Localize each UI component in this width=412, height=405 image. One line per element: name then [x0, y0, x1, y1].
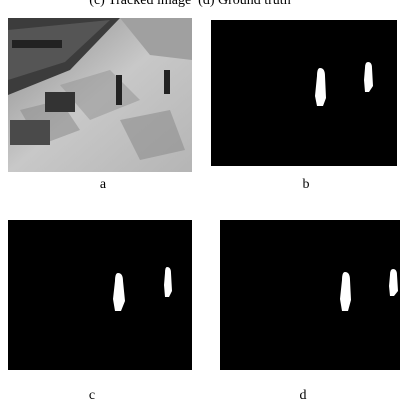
panel-label: d — [283, 388, 323, 404]
panel-label: a — [83, 177, 123, 193]
mask-panel — [211, 20, 397, 166]
figure: (c) Tracked image (d) Ground truth — [0, 0, 412, 405]
panels — [0, 0, 412, 405]
mask-panel — [8, 220, 192, 370]
panel-label: b — [286, 177, 326, 193]
mask-panel — [220, 220, 400, 370]
panel-label: c — [72, 388, 112, 404]
photo-panel — [8, 18, 192, 172]
